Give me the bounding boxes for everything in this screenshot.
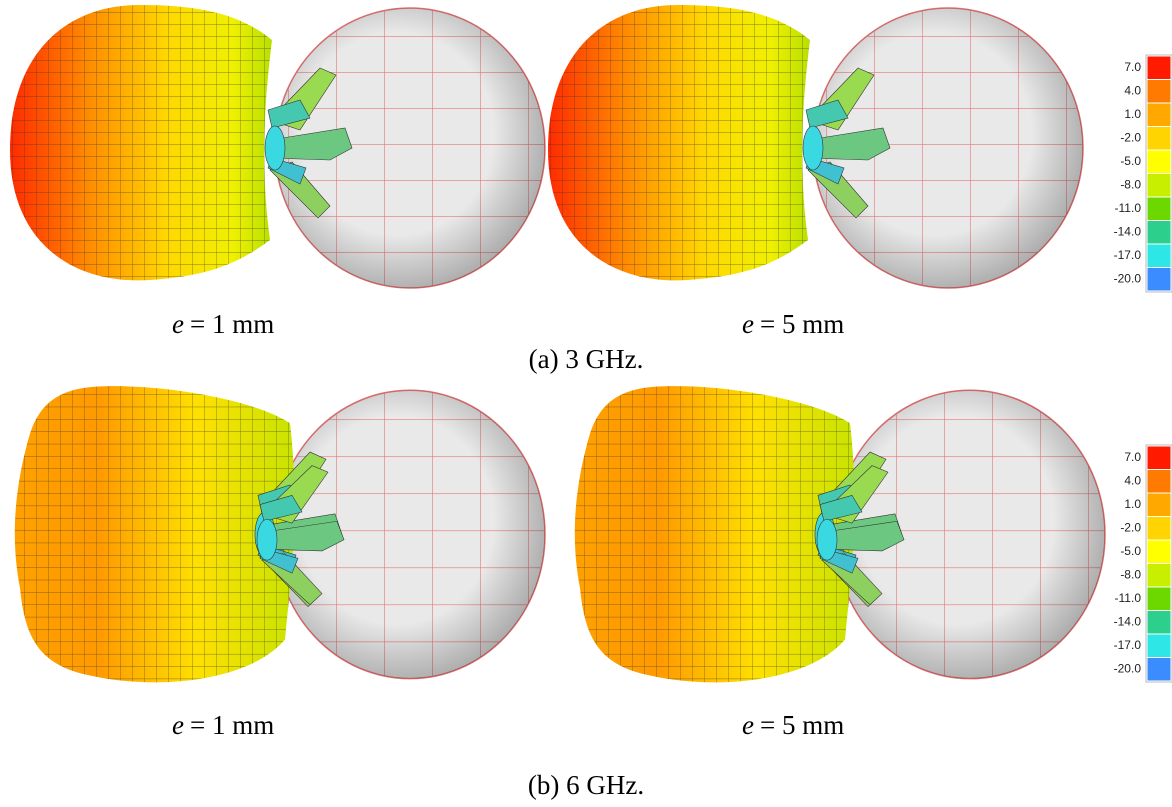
colorbar-swatch (1146, 196, 1172, 221)
colorbar-swatch (1146, 586, 1172, 611)
panel-label: e = 1 mm (172, 710, 274, 740)
colorbar-swatch (1146, 469, 1172, 494)
colorbar-label: -14.0 (1114, 614, 1142, 628)
pattern-3d (15, 386, 545, 682)
colorbar-label: -2.0 (1120, 130, 1141, 144)
caption: (a) 3 GHz. (529, 344, 644, 374)
colorbar-label: 7.0 (1124, 450, 1141, 464)
colorbar-swatch (1146, 102, 1172, 127)
panel-label: e = 1 mm (172, 309, 274, 339)
colorbar-swatch (1146, 173, 1172, 198)
colorbar-swatch (1146, 79, 1172, 104)
colorbar-swatch (1146, 516, 1172, 541)
colorbar-swatch (1146, 657, 1172, 682)
colorbar-label: -17.0 (1114, 638, 1142, 652)
colorbar-label: -17.0 (1114, 248, 1142, 262)
panel-label: e = 5 mm (742, 710, 844, 740)
colorbar-swatch (1146, 492, 1172, 517)
colorbar-frame (1145, 54, 1172, 293)
colorbar-label: 7.0 (1124, 60, 1141, 74)
colorbar-swatch (1146, 633, 1172, 658)
colorbar-label: -11.0 (1115, 201, 1142, 215)
colorbar-swatch (1146, 610, 1172, 635)
colorbar-label: -5.0 (1120, 544, 1141, 558)
colorbar-label: -20.0 (1114, 271, 1142, 285)
colorbar-frame (1145, 444, 1172, 683)
colorbar-swatch (1146, 267, 1172, 292)
pattern-3d (575, 386, 1105, 682)
colorbar-swatch (1146, 445, 1172, 470)
colorbar-label: -11.0 (1115, 591, 1142, 605)
colorbar-swatch (1146, 539, 1172, 564)
colorbar-swatch (1146, 220, 1172, 245)
colorbar-swatch (1146, 126, 1172, 151)
colorbar-label: -2.0 (1120, 520, 1141, 534)
colorbar-label: -14.0 (1114, 224, 1142, 238)
panel-label: e = 5 mm (742, 309, 844, 339)
colorbar-label: -8.0 (1120, 567, 1141, 581)
colorbar-swatch (1146, 563, 1172, 588)
colorbar-label: -5.0 (1120, 154, 1141, 168)
colorbar-swatch (1146, 55, 1172, 80)
colorbar-label: 4.0 (1124, 473, 1141, 487)
caption: (b) 6 GHz. (528, 770, 644, 800)
colorbar-swatch (1146, 243, 1172, 268)
pattern-3d (548, 5, 1083, 288)
colorbar-swatch (1146, 149, 1172, 174)
colorbar-label: 1.0 (1124, 497, 1141, 511)
colorbar-label: 1.0 (1124, 107, 1141, 121)
colorbar-label: -8.0 (1120, 177, 1141, 191)
colorbar-label: -20.0 (1114, 661, 1142, 675)
pattern-3d (10, 5, 545, 288)
colorbar-label: 4.0 (1124, 83, 1141, 97)
